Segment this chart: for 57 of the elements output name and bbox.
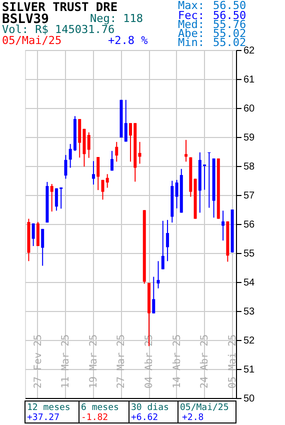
text: +2.8 % — [108, 34, 148, 47]
text: 05/Mai/25 — [2, 34, 62, 47]
y-tick-label: 51 — [244, 364, 256, 376]
candlestick — [110, 150, 114, 172]
text: 12 meses — [27, 403, 70, 413]
text: +6.62 — [131, 413, 158, 423]
x-tick-label: 24 Abr 25 — [200, 334, 211, 388]
x-tick-label: 05 Mai 25 — [227, 334, 238, 388]
candlestick — [64, 154, 68, 180]
candlestick — [138, 141, 142, 164]
candlestick — [32, 222, 35, 247]
x-tick-label: 14 Abr 25 — [172, 334, 183, 388]
y-tick-label: 59 — [244, 132, 256, 144]
y-tick-label: 52 — [244, 336, 256, 346]
candlestick — [101, 179, 104, 200]
candlestick — [50, 183, 54, 212]
y-tick-label: 53 — [244, 306, 256, 318]
text: 30 dias — [131, 403, 169, 413]
text: Min: — [178, 36, 204, 49]
x-tick-label: 27 Fev 25 — [32, 334, 44, 388]
text: -1.82 — [81, 413, 108, 423]
text: Neg: 118 — [90, 12, 143, 25]
candlestick — [166, 219, 170, 262]
y-tick-label: 61 — [244, 74, 256, 86]
candlestick — [222, 210, 225, 242]
text: 56.50 — [213, 0, 246, 12]
x-tick-label: 27 Mar 25 — [116, 334, 128, 388]
y-tick-label: 60 — [244, 104, 256, 114]
y-tick-label: 57 — [244, 190, 256, 202]
candlestick — [156, 260, 160, 289]
candlestick — [184, 139, 188, 162]
y-tick-label: 54 — [244, 278, 256, 288]
text: Vol: R$ 145031.76 — [2, 23, 115, 36]
x-tick-label: 11 Mar 25 — [60, 334, 72, 388]
text: 05/Mai/25 — [180, 403, 229, 413]
y-tick-label: 56 — [244, 220, 256, 230]
y-tick-label: 55 — [244, 248, 256, 260]
candlestick — [78, 118, 82, 158]
x-tick-label: 19 Mar 25 — [88, 334, 100, 388]
candlestick — [92, 160, 95, 186]
candlestick — [124, 99, 128, 142]
text: Max: — [178, 0, 204, 12]
candlestick — [96, 156, 100, 191]
text: +37.27 — [27, 413, 60, 423]
text: 6 meses — [81, 403, 119, 413]
y-tick-label: 50 — [244, 394, 256, 404]
candlestick — [87, 132, 90, 158]
chart-title: SILVER TRUST DRE — [2, 0, 118, 14]
candlestick — [115, 141, 118, 162]
y-tick-label: 62 — [244, 46, 256, 56]
candlestick — [152, 276, 156, 314]
candlestick — [41, 228, 44, 266]
candlestick — [36, 221, 40, 247]
text: +2.8 — [182, 413, 204, 423]
candlestick — [161, 220, 164, 270]
candlestick — [106, 174, 109, 188]
y-tick-label: 58 — [244, 162, 256, 172]
